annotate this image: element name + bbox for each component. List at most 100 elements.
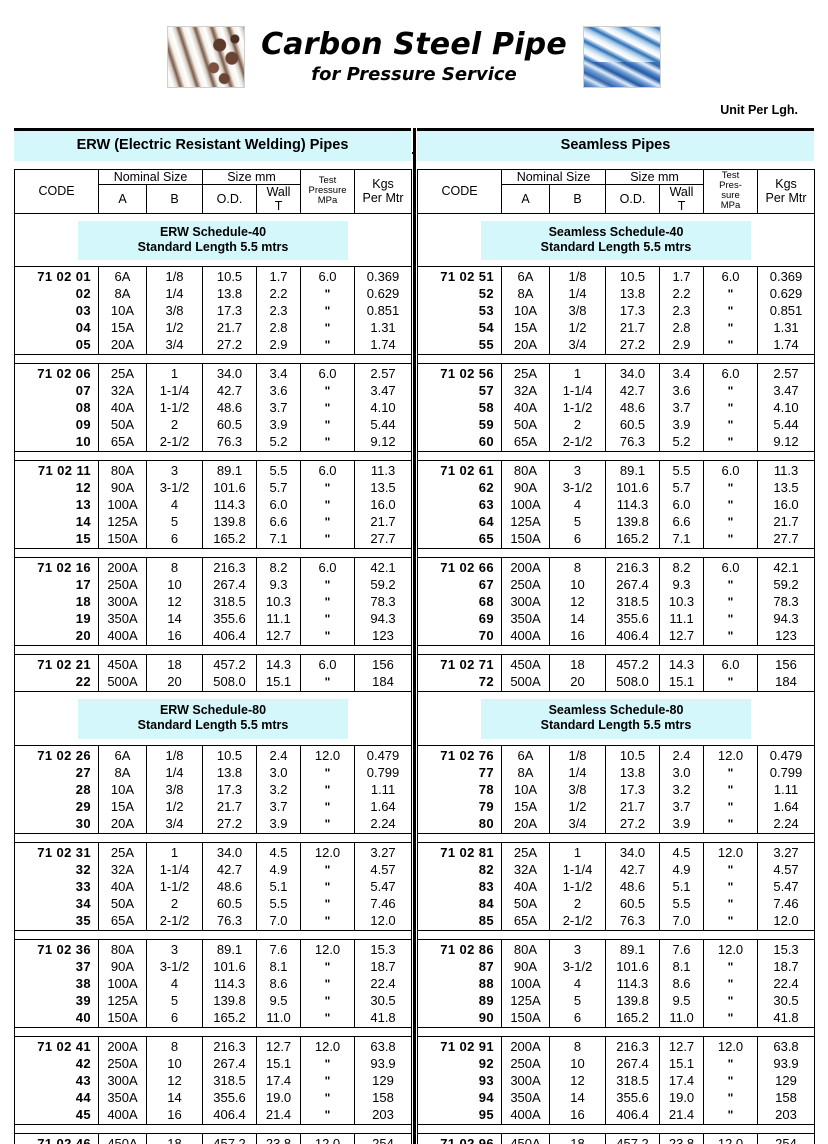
- table-row[interactable]: 71 02 16 200A 8 216.3 8.2 6.0 42.1: [14, 557, 413, 577]
- group-spacer: [416, 1123, 816, 1134]
- table-row[interactable]: 89 125A 5 139.8 9.5 " 30.5: [417, 991, 816, 1009]
- table-row[interactable]: 34 50A 2 60.5 5.5 " 7.46: [14, 894, 413, 912]
- table-row[interactable]: 93 300A 12 318.5 17.4 " 129: [417, 1071, 816, 1089]
- table-row[interactable]: 71 02 41 200A 8 216.3 12.7 12.0 63.8: [14, 1035, 413, 1055]
- table-row[interactable]: 18 300A 12 318.5 10.3 " 78.3: [14, 593, 413, 611]
- table-row[interactable]: 53 10A 3/8 17.3 2.3 " 0.851: [417, 302, 816, 320]
- table-row[interactable]: 63 100A 4 114.3 6.0 " 16.0: [417, 496, 816, 514]
- table-row[interactable]: 71 02 66 200A 8 216.3 8.2 6.0 42.1: [417, 557, 816, 577]
- table-row[interactable]: 03 10A 3/8 17.3 2.3 " 0.851: [14, 302, 413, 320]
- table-row[interactable]: 05 20A 3/4 27.2 2.9 " 1.74: [14, 336, 413, 356]
- table-row[interactable]: 43 300A 12 318.5 17.4 " 129: [14, 1071, 413, 1089]
- table-row[interactable]: 64 125A 5 139.8 6.6 " 21.7: [417, 513, 816, 531]
- table-row[interactable]: 84 50A 2 60.5 5.5 " 7.46: [417, 894, 816, 912]
- table-row[interactable]: 83 40A 1-1/2 48.6 5.1 " 5.47: [417, 877, 816, 895]
- table-row[interactable]: 54 15A 1/2 21.7 2.8 " 1.31: [417, 319, 816, 337]
- table-row[interactable]: 71 02 76 6A 1/8 10.5 2.4 12.0 0.479: [417, 744, 816, 764]
- table-row[interactable]: 59 50A 2 60.5 3.9 " 5.44: [417, 416, 816, 434]
- table-row[interactable]: 08 40A 1-1/2 48.6 3.7 " 4.10: [14, 399, 413, 417]
- table-row[interactable]: 68 300A 12 318.5 10.3 " 78.3: [417, 593, 816, 611]
- table-row[interactable]: 57 32A 1-1/4 42.7 3.6 " 3.47: [417, 382, 816, 400]
- table-row[interactable]: 71 02 46 450A 18 457.2 23.8 12.0 254: [14, 1132, 413, 1144]
- table-row[interactable]: 77 8A 1/4 13.8 3.0 " 0.799: [417, 763, 816, 781]
- table-row[interactable]: 12 90A 3-1/2 101.6 5.7 " 13.5: [14, 479, 413, 497]
- table-row[interactable]: 70 400A 16 406.4 12.7 " 123: [417, 627, 816, 647]
- table-row[interactable]: 95 400A 16 406.4 21.4 " 203: [417, 1105, 816, 1125]
- table-row[interactable]: 69 350A 14 355.6 11.1 " 94.3: [417, 610, 816, 628]
- table-row[interactable]: 87 90A 3-1/2 101.6 8.1 " 18.7: [417, 957, 816, 975]
- table-row[interactable]: 94 350A 14 355.6 19.0 " 158: [417, 1088, 816, 1106]
- table-row[interactable]: 71 02 91 200A 8 216.3 12.7 12.0 63.8: [417, 1035, 816, 1055]
- table-row[interactable]: 37 90A 3-1/2 101.6 8.1 " 18.7: [14, 957, 413, 975]
- table-row[interactable]: 71 02 21 450A 18 457.2 14.3 6.0 156: [14, 654, 413, 674]
- cell-code: 68: [417, 593, 502, 611]
- table-row[interactable]: 44 350A 14 355.6 19.0 " 158: [14, 1088, 413, 1106]
- table-row[interactable]: 92 250A 10 267.4 15.1 " 93.9: [417, 1054, 816, 1072]
- cell-od: 165.2: [605, 530, 661, 550]
- table-row[interactable]: 22 500A 20 508.0 15.1 " 184: [14, 673, 413, 693]
- table-row[interactable]: 42 250A 10 267.4 15.1 " 93.9: [14, 1054, 413, 1072]
- table-row[interactable]: 07 32A 1-1/4 42.7 3.6 " 3.47: [14, 382, 413, 400]
- cell-test-pressure: ": [300, 1071, 356, 1089]
- table-row[interactable]: 71 02 81 25A 1 34.0 4.5 12.0 3.27: [417, 841, 816, 861]
- table-row[interactable]: 71 02 06 25A 1 34.0 3.4 6.0 2.57: [14, 363, 413, 383]
- table-row[interactable]: 82 32A 1-1/4 42.7 4.9 " 4.57: [417, 860, 816, 878]
- table-row[interactable]: 40 150A 6 165.2 11.0 " 41.8: [14, 1008, 413, 1028]
- table-row[interactable]: 71 02 31 25A 1 34.0 4.5 12.0 3.27: [14, 841, 413, 861]
- cell-kgs-per-mtr: 5.44: [354, 416, 413, 434]
- table-row[interactable]: 38 100A 4 114.3 8.6 " 22.4: [14, 974, 413, 992]
- table-row[interactable]: 78 10A 3/8 17.3 3.2 " 1.11: [417, 780, 816, 798]
- cell-wall-t: 3.2: [659, 780, 705, 798]
- table-row[interactable]: 52 8A 1/4 13.8 2.2 " 0.629: [417, 285, 816, 303]
- table-row[interactable]: 71 02 26 6A 1/8 10.5 2.4 12.0 0.479: [14, 744, 413, 764]
- table-row[interactable]: 79 15A 1/2 21.7 3.7 " 1.64: [417, 797, 816, 815]
- table-row[interactable]: 71 02 11 80A 3 89.1 5.5 6.0 11.3: [14, 460, 413, 480]
- ditto-mark: ": [727, 959, 734, 974]
- table-row[interactable]: 02 8A 1/4 13.8 2.2 " 0.629: [14, 285, 413, 303]
- table-row[interactable]: 71 02 71 450A 18 457.2 14.3 6.0 156: [417, 654, 816, 674]
- table-row[interactable]: 71 02 51 6A 1/8 10.5 1.7 6.0 0.369: [417, 266, 816, 286]
- cell-kgs-per-mtr: 59.2: [354, 576, 413, 594]
- cell-kgs-per-mtr: 94.3: [354, 610, 413, 628]
- table-row[interactable]: 72 500A 20 508.0 15.1 " 184: [417, 673, 816, 693]
- table-row[interactable]: 71 02 01 6A 1/8 10.5 1.7 6.0 0.369: [14, 266, 413, 286]
- table-row[interactable]: 32 32A 1-1/4 42.7 4.9 " 4.57: [14, 860, 413, 878]
- table-row[interactable]: 58 40A 1-1/2 48.6 3.7 " 4.10: [417, 399, 816, 417]
- table-row[interactable]: 27 8A 1/4 13.8 3.0 " 0.799: [14, 763, 413, 781]
- table-row[interactable]: 39 125A 5 139.8 9.5 " 30.5: [14, 991, 413, 1009]
- table-row[interactable]: 20 400A 16 406.4 12.7 " 123: [14, 627, 413, 647]
- table-row[interactable]: 10 65A 2-1/2 76.3 5.2 " 9.12: [14, 433, 413, 453]
- table-row[interactable]: 19 350A 14 355.6 11.1 " 94.3: [14, 610, 413, 628]
- table-row[interactable]: 71 02 56 25A 1 34.0 3.4 6.0 2.57: [417, 363, 816, 383]
- table-row[interactable]: 85 65A 2-1/2 76.3 7.0 " 12.0: [417, 911, 816, 931]
- cell-od: 508.0: [202, 673, 258, 693]
- cell-wall-t: 4.9: [659, 860, 705, 878]
- table-row[interactable]: 14 125A 5 139.8 6.6 " 21.7: [14, 513, 413, 531]
- table-row[interactable]: 71 02 61 80A 3 89.1 5.5 6.0 11.3: [417, 460, 816, 480]
- ditto-mark: ": [324, 959, 331, 974]
- table-row[interactable]: 17 250A 10 267.4 9.3 " 59.2: [14, 576, 413, 594]
- table-row[interactable]: 30 20A 3/4 27.2 3.9 " 2.24: [14, 814, 413, 834]
- table-row[interactable]: 60 65A 2-1/2 76.3 5.2 " 9.12: [417, 433, 816, 453]
- table-row[interactable]: 15 150A 6 165.2 7.1 " 27.7: [14, 530, 413, 550]
- table-row[interactable]: 33 40A 1-1/2 48.6 5.1 " 5.47: [14, 877, 413, 895]
- table-row[interactable]: 35 65A 2-1/2 76.3 7.0 " 12.0: [14, 911, 413, 931]
- cell-nominal-b: 3/4: [548, 336, 607, 356]
- table-row[interactable]: 62 90A 3-1/2 101.6 5.7 " 13.5: [417, 479, 816, 497]
- table-row[interactable]: 09 50A 2 60.5 3.9 " 5.44: [14, 416, 413, 434]
- table-row[interactable]: 04 15A 1/2 21.7 2.8 " 1.31: [14, 319, 413, 337]
- table-row[interactable]: 29 15A 1/2 21.7 3.7 " 1.64: [14, 797, 413, 815]
- table-row[interactable]: 90 150A 6 165.2 11.0 " 41.8: [417, 1008, 816, 1028]
- table-row[interactable]: 71 02 36 80A 3 89.1 7.6 12.0 15.3: [14, 938, 413, 958]
- cell-nominal-a: 450A: [98, 654, 147, 674]
- table-row[interactable]: 67 250A 10 267.4 9.3 " 59.2: [417, 576, 816, 594]
- table-row[interactable]: 28 10A 3/8 17.3 3.2 " 1.11: [14, 780, 413, 798]
- table-row[interactable]: 71 02 86 80A 3 89.1 7.6 12.0 15.3: [417, 938, 816, 958]
- table-row[interactable]: 65 150A 6 165.2 7.1 " 27.7: [417, 530, 816, 550]
- table-row[interactable]: 80 20A 3/4 27.2 3.9 " 2.24: [417, 814, 816, 834]
- table-row[interactable]: 71 02 96 450A 18 457.2 23.8 12.0 254: [417, 1132, 816, 1144]
- table-row[interactable]: 55 20A 3/4 27.2 2.9 " 1.74: [417, 336, 816, 356]
- table-row[interactable]: 13 100A 4 114.3 6.0 " 16.0: [14, 496, 413, 514]
- table-row[interactable]: 88 100A 4 114.3 8.6 " 22.4: [417, 974, 816, 992]
- table-row[interactable]: 45 400A 16 406.4 21.4 " 203: [14, 1105, 413, 1125]
